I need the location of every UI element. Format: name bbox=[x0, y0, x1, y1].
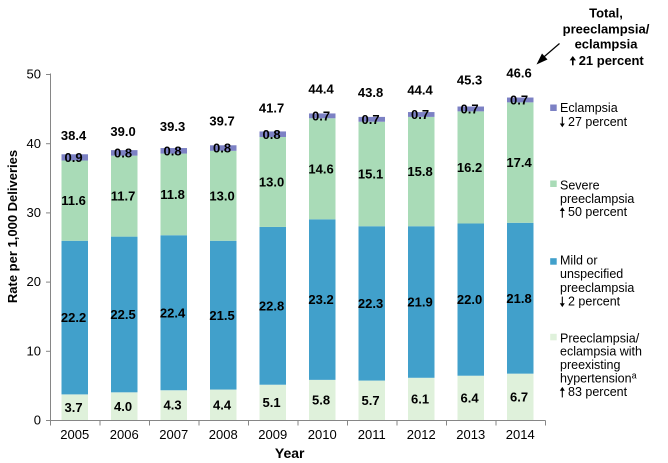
svg-text:83 percent: 83 percent bbox=[568, 385, 628, 399]
svg-text:0: 0 bbox=[34, 413, 41, 428]
svg-text:41.7: 41.7 bbox=[259, 101, 284, 116]
svg-text:0.8: 0.8 bbox=[164, 143, 182, 158]
svg-text:22.0: 22.0 bbox=[457, 292, 482, 307]
svg-text:43.8: 43.8 bbox=[358, 85, 383, 100]
svg-text:3.7: 3.7 bbox=[65, 400, 83, 415]
svg-text:11.6: 11.6 bbox=[61, 193, 86, 208]
svg-text:20: 20 bbox=[27, 274, 41, 289]
svg-text:39.7: 39.7 bbox=[209, 113, 234, 128]
svg-text:6.7: 6.7 bbox=[510, 389, 528, 404]
svg-text:2009: 2009 bbox=[258, 427, 287, 442]
svg-text:21.9: 21.9 bbox=[407, 295, 432, 310]
svg-text:11.7: 11.7 bbox=[111, 189, 136, 204]
svg-text:2006: 2006 bbox=[110, 427, 139, 442]
svg-text:44.4: 44.4 bbox=[308, 81, 334, 96]
svg-text:Year: Year bbox=[275, 445, 305, 461]
svg-text:44.4: 44.4 bbox=[407, 83, 433, 98]
svg-text:2012: 2012 bbox=[407, 427, 436, 442]
svg-text:21 percent: 21 percent bbox=[579, 53, 645, 68]
svg-text:23.2: 23.2 bbox=[308, 292, 333, 307]
svg-text:preeclampsia: preeclampsia bbox=[560, 192, 634, 206]
svg-text:0.8: 0.8 bbox=[263, 127, 281, 142]
svg-text:40: 40 bbox=[27, 136, 41, 151]
svg-text:Preeclampsia/: Preeclampsia/ bbox=[560, 331, 640, 345]
svg-text:0.9: 0.9 bbox=[65, 150, 83, 165]
svg-text:21.8: 21.8 bbox=[506, 291, 531, 306]
svg-text:22.5: 22.5 bbox=[110, 307, 135, 322]
svg-text:6.1: 6.1 bbox=[411, 391, 429, 406]
svg-text:2005: 2005 bbox=[60, 427, 89, 442]
svg-text:preexisting: preexisting bbox=[560, 358, 620, 372]
svg-text:4.3: 4.3 bbox=[164, 398, 182, 413]
svg-text:0.7: 0.7 bbox=[461, 102, 479, 117]
svg-text:50: 50 bbox=[27, 67, 41, 82]
svg-text:15.1: 15.1 bbox=[358, 167, 383, 182]
svg-text:Rate per 1,000 Deliveries: Rate per 1,000 Deliveries bbox=[5, 150, 20, 303]
svg-text:13.0: 13.0 bbox=[209, 188, 234, 203]
svg-text:16.2: 16.2 bbox=[457, 160, 482, 175]
svg-text:2011: 2011 bbox=[358, 427, 386, 442]
svg-text:21.5: 21.5 bbox=[209, 308, 234, 323]
svg-text:39.3: 39.3 bbox=[160, 119, 185, 134]
svg-text:4.0: 4.0 bbox=[114, 399, 132, 414]
svg-text:2014: 2014 bbox=[506, 427, 535, 442]
svg-text:17.4: 17.4 bbox=[506, 155, 532, 170]
svg-text:unspecified: unspecified bbox=[560, 267, 623, 281]
svg-text:0.8: 0.8 bbox=[114, 145, 132, 160]
svg-text:2013: 2013 bbox=[456, 427, 485, 442]
svg-text:50 percent: 50 percent bbox=[568, 205, 628, 219]
svg-text:0.7: 0.7 bbox=[510, 93, 528, 108]
svg-text:0.7: 0.7 bbox=[362, 112, 380, 127]
svg-text:0.8: 0.8 bbox=[213, 141, 231, 156]
svg-text:22.8: 22.8 bbox=[259, 298, 284, 313]
svg-text:5.7: 5.7 bbox=[362, 393, 380, 408]
svg-text:eclampsia with: eclampsia with bbox=[560, 345, 642, 359]
svg-text:2007: 2007 bbox=[159, 427, 188, 442]
svg-text:39.0: 39.0 bbox=[110, 124, 135, 139]
svg-text:eclampsia: eclampsia bbox=[575, 37, 639, 52]
svg-text:46.6: 46.6 bbox=[506, 65, 531, 80]
svg-text:22.3: 22.3 bbox=[358, 296, 383, 311]
svg-text:2008: 2008 bbox=[209, 427, 238, 442]
svg-text:2 percent: 2 percent bbox=[568, 295, 621, 309]
svg-text:0.7: 0.7 bbox=[312, 108, 330, 123]
svg-text:30: 30 bbox=[27, 205, 41, 220]
svg-text:Mild or: Mild or bbox=[560, 254, 598, 268]
svg-text:11.8: 11.8 bbox=[160, 187, 185, 202]
svg-text:45.3: 45.3 bbox=[457, 73, 482, 88]
svg-text:22.2: 22.2 bbox=[61, 310, 86, 325]
svg-text:2010: 2010 bbox=[308, 427, 337, 442]
svg-text:0.7: 0.7 bbox=[411, 107, 429, 122]
svg-text:22.4: 22.4 bbox=[160, 305, 186, 320]
svg-text:6.4: 6.4 bbox=[461, 390, 480, 405]
svg-text:14.6: 14.6 bbox=[308, 161, 333, 176]
svg-text:27 percent: 27 percent bbox=[568, 115, 628, 129]
svg-text:4.4: 4.4 bbox=[213, 397, 232, 412]
svg-text:5.8: 5.8 bbox=[312, 393, 330, 408]
svg-text:15.8: 15.8 bbox=[407, 164, 432, 179]
svg-text:preeclampsia: preeclampsia bbox=[560, 281, 634, 295]
svg-text:10: 10 bbox=[27, 343, 41, 358]
svg-text:38.4: 38.4 bbox=[61, 128, 87, 143]
svg-text:preeclampsia/: preeclampsia/ bbox=[563, 22, 650, 37]
svg-text:Total,: Total, bbox=[589, 6, 623, 21]
svg-text:13.0: 13.0 bbox=[259, 175, 284, 190]
svg-text:Severe: Severe bbox=[560, 178, 600, 192]
svg-text:Eclampsia: Eclampsia bbox=[560, 101, 618, 115]
svg-text:5.1: 5.1 bbox=[263, 395, 281, 410]
svg-text:hypertensiona: hypertensiona bbox=[560, 371, 637, 386]
